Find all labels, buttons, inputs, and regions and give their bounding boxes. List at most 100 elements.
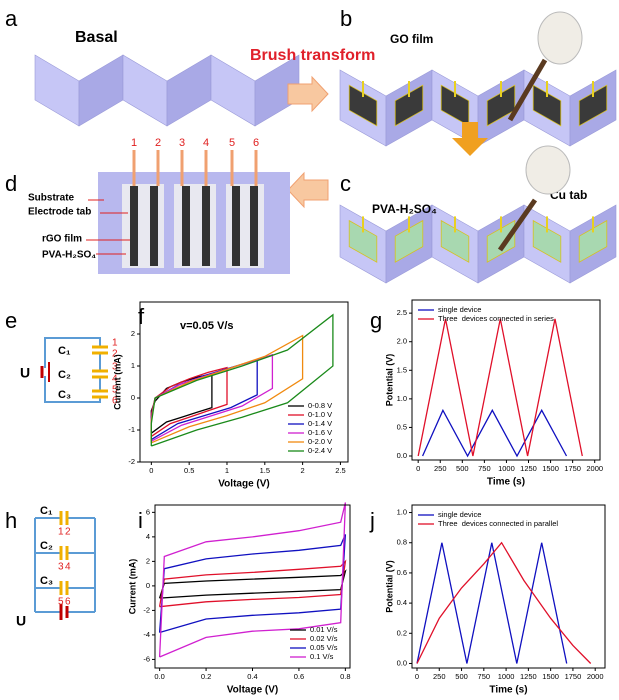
film	[486, 219, 516, 263]
film	[440, 219, 470, 263]
legend-label: 0-2.0 V	[308, 437, 332, 446]
panel-label: i	[138, 508, 143, 533]
y-tick-label: -4	[143, 630, 150, 639]
y-axis-label: Current (mA)	[112, 354, 122, 410]
series-line	[150, 366, 228, 437]
y-axis-label: Current (mA)	[127, 559, 137, 615]
brush	[497, 198, 538, 252]
label: Substrate	[28, 193, 75, 204]
series-line	[417, 318, 583, 457]
x-tick-label: 2.5	[335, 466, 345, 475]
circuit	[40, 337, 108, 403]
y-tick-label: 0.2	[397, 628, 407, 637]
capacitor-label: C₁	[40, 505, 53, 517]
series-line	[150, 313, 334, 447]
panel-label: e	[5, 308, 17, 333]
capacitor-label: C₃	[40, 575, 53, 587]
legend-label: Three devices connected in parallel	[438, 519, 558, 528]
y-tick-label: 6	[146, 507, 150, 516]
x-tick-label: 1750	[565, 672, 582, 681]
x-tick-label: 1750	[564, 464, 581, 473]
plot-frame	[139, 301, 349, 463]
y-tick-label: 2	[131, 329, 135, 338]
x-tick-label: 0.6	[294, 672, 304, 681]
x-tick-label: 0.8	[340, 672, 350, 681]
legend-label: 0.05 V/s	[310, 643, 338, 652]
circuit	[34, 511, 96, 620]
y-tick-label: 0	[146, 581, 150, 590]
series-line	[422, 408, 568, 458]
film	[532, 219, 562, 263]
x-tick-label: 750	[478, 672, 491, 681]
legend-label: single device	[438, 510, 481, 519]
panel-label: f	[138, 304, 145, 329]
legend-label: 0-2.4 V	[308, 446, 332, 455]
arrow	[287, 75, 329, 113]
film	[394, 84, 424, 127]
hand	[537, 11, 583, 65]
terminal: 1	[112, 338, 118, 349]
tab-number: 6	[253, 137, 259, 149]
capacitor-label: C₂	[40, 540, 53, 552]
film	[348, 219, 378, 263]
x-tick-label: 1250	[520, 464, 537, 473]
label: Cu tab	[550, 188, 587, 202]
y-axis-label: Potential (V)	[384, 560, 394, 613]
hand	[525, 145, 571, 195]
plot-frame	[411, 299, 601, 461]
legend-label: 0-1.0 V	[308, 410, 332, 419]
fold-panel	[166, 54, 212, 127]
legend-label: Three devices connected in series	[438, 314, 554, 323]
legend-label: 0.01 V/s	[310, 625, 338, 634]
source-label: U	[20, 365, 30, 381]
x-tick-label: 0	[416, 464, 420, 473]
y-tick-label: -6	[143, 654, 150, 663]
source-label: U	[16, 613, 26, 629]
x-tick-label: 250	[434, 464, 447, 473]
terminal: 1	[58, 527, 64, 538]
label: PVA-H₂SO₄	[372, 202, 437, 216]
panel-label: c	[340, 171, 351, 196]
terminal: 6	[112, 396, 118, 407]
terminal: 5	[58, 597, 64, 608]
panel-label: b	[340, 6, 352, 31]
terminal: 2	[112, 349, 118, 360]
legend-label: 0.02 V/s	[310, 634, 338, 643]
panel-label: a	[5, 6, 18, 31]
chart: 0 250 500 750 1000 1250 1500 1750 2000 0.0 0.5 1.0 1…	[384, 299, 603, 488]
y-tick-label: -1	[128, 425, 135, 434]
label: rGO film	[42, 234, 82, 245]
y-tick-label: 0.5	[397, 422, 407, 431]
legend-label: single device	[438, 305, 481, 314]
terminal: 6	[65, 597, 71, 608]
label: PVA-H₂SO₄	[42, 250, 96, 261]
x-tick-label: 0.4	[247, 672, 257, 681]
y-tick-label: 4	[146, 532, 150, 541]
x-tick-label: 1	[225, 466, 229, 475]
film	[578, 84, 608, 127]
x-axis-label: Voltage (V)	[218, 479, 269, 490]
y-tick-label: 1.0	[397, 394, 407, 403]
label: GO film	[390, 32, 433, 46]
tab-number: 2	[155, 137, 161, 149]
x-tick-label: 0	[149, 466, 153, 475]
arrow	[452, 122, 488, 156]
series-line	[416, 541, 592, 664]
x-tick-label: 0.5	[184, 466, 194, 475]
series-line	[158, 502, 347, 658]
x-tick-label: 1000	[498, 464, 515, 473]
panel-label: g	[370, 308, 382, 333]
terminal: 4	[112, 374, 118, 385]
fold-panel	[34, 54, 80, 127]
capacitor-label: C₃	[58, 389, 71, 401]
film	[578, 219, 608, 263]
electrodes	[86, 150, 264, 268]
legend-label: 0-0.8 V	[308, 401, 332, 410]
x-tick-label: 1250	[520, 672, 537, 681]
tab-numbers: 1 2 3 4 5 6	[131, 137, 259, 149]
arrow	[287, 171, 329, 209]
x-tick-label: 0	[415, 672, 419, 681]
fold-panel	[78, 54, 124, 127]
x-axis-label: Time (s)	[489, 685, 527, 696]
